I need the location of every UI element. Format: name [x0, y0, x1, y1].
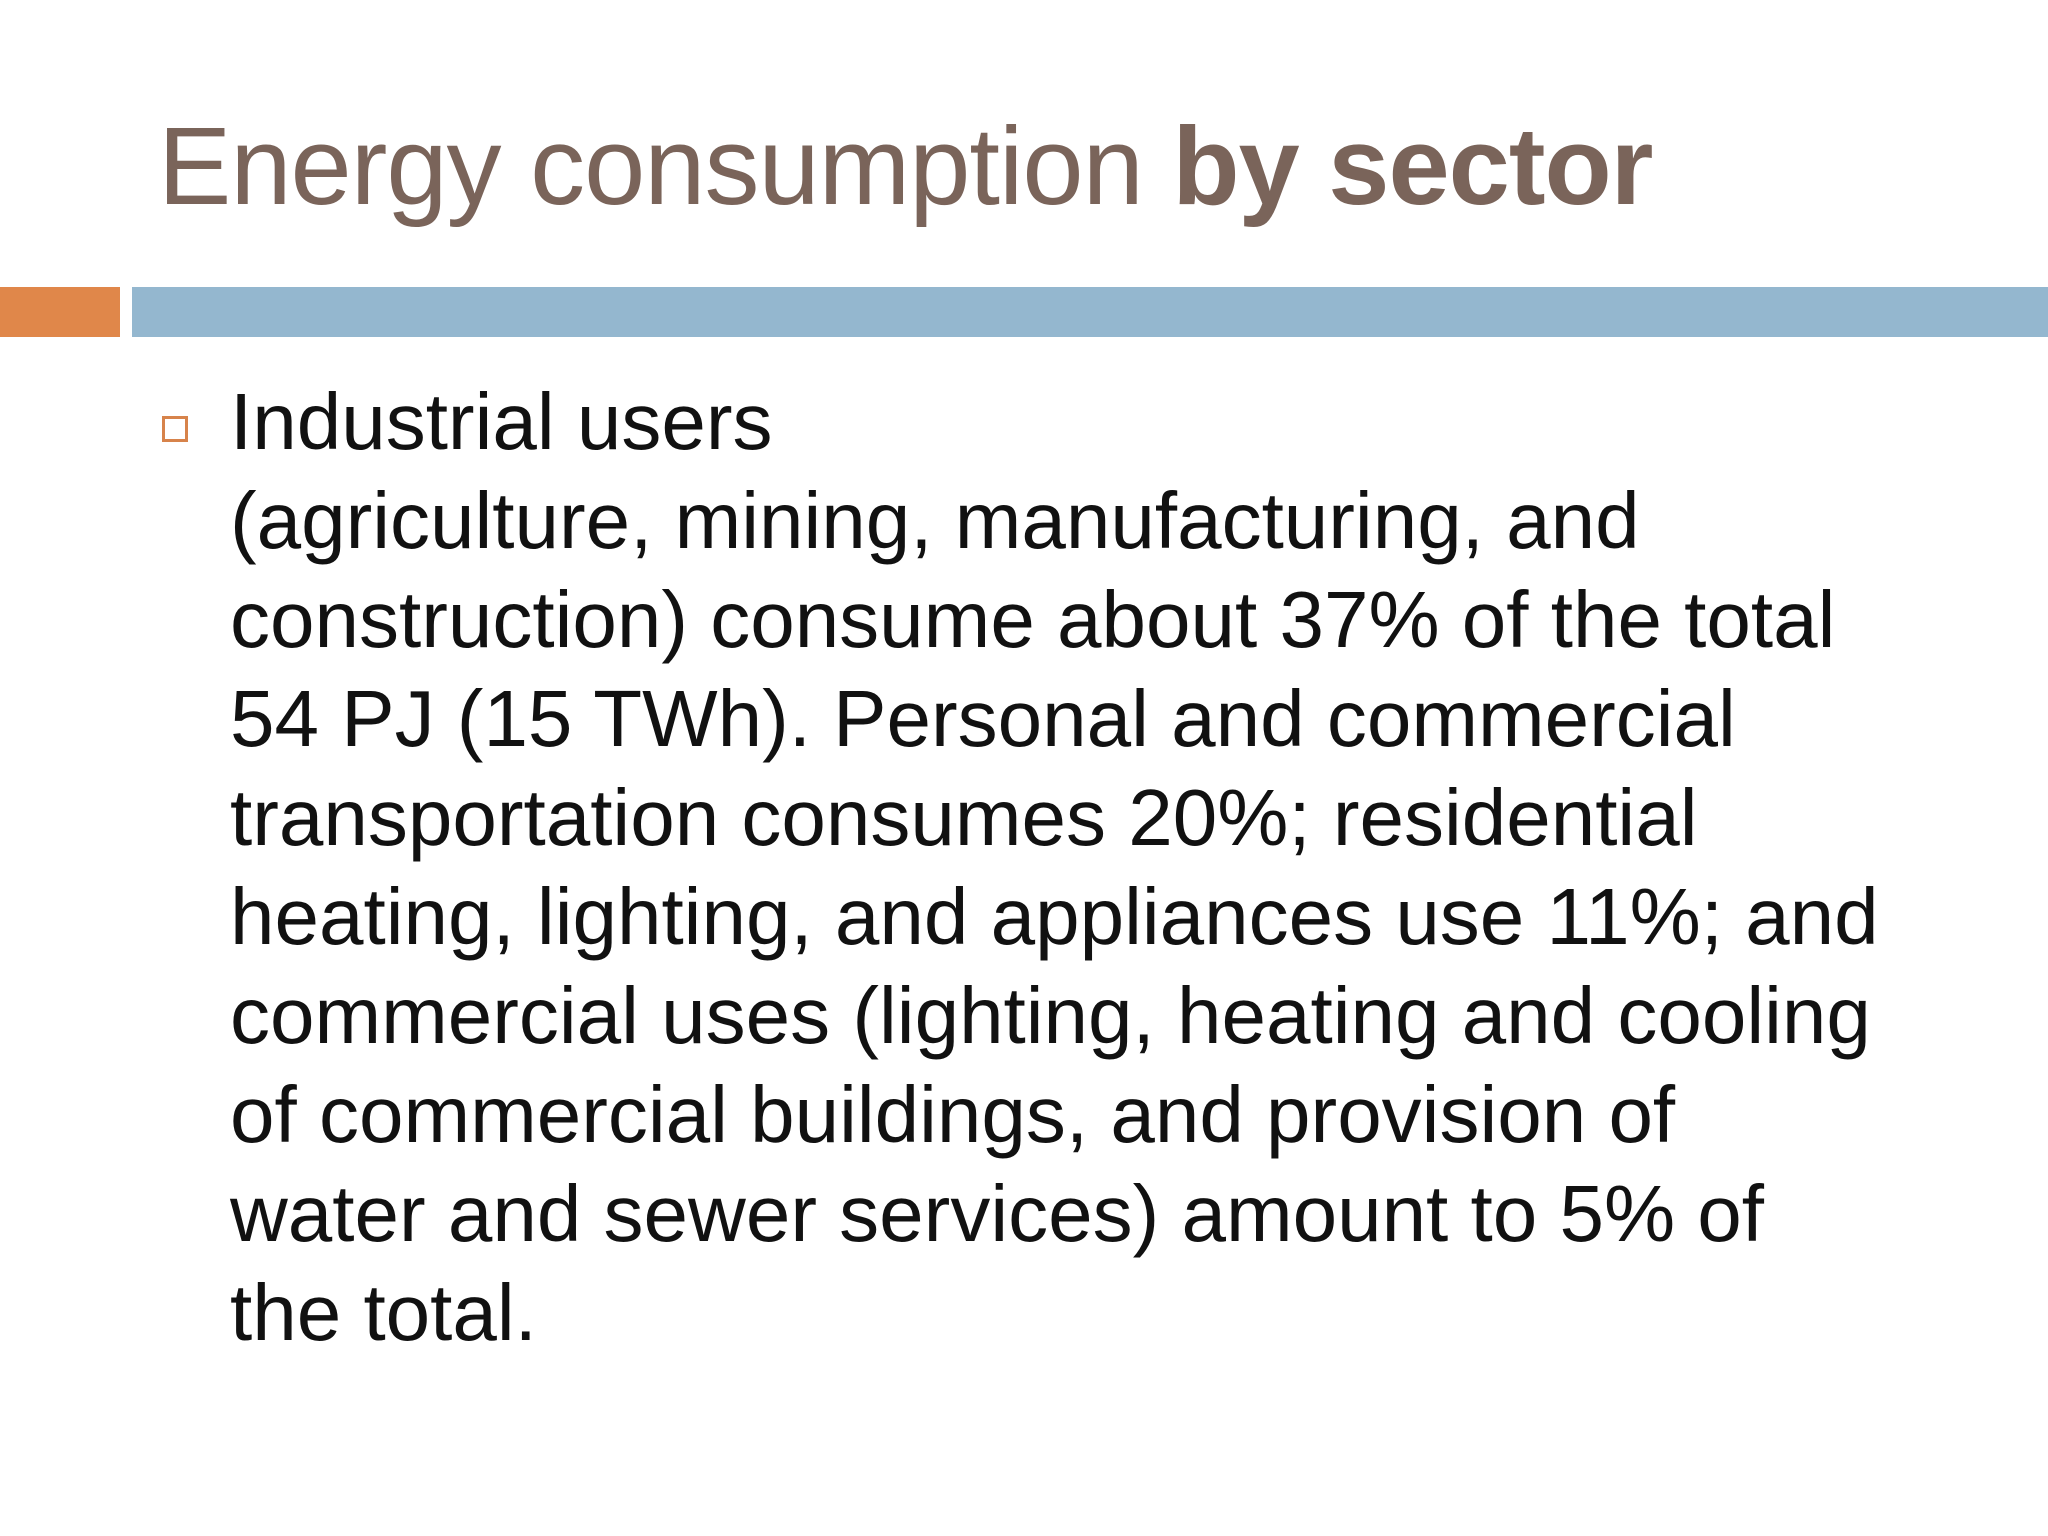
slide-title-regular: Energy consumption: [158, 105, 1173, 228]
slide-content: Industrial users (agriculture, mining, m…: [158, 372, 1958, 1362]
bullet-text: Industrial users (agriculture, mining, m…: [230, 377, 1879, 1357]
bullet-item: Industrial users (agriculture, mining, m…: [158, 372, 1958, 1362]
hollow-square-bullet-icon: [162, 416, 188, 442]
title-accent-bar-blue: [132, 287, 2048, 337]
title-accent-bar-orange: [0, 287, 120, 337]
slide-title-bold: by sector: [1172, 105, 1653, 228]
slide-title: Energy consumption by sector: [158, 104, 1653, 231]
